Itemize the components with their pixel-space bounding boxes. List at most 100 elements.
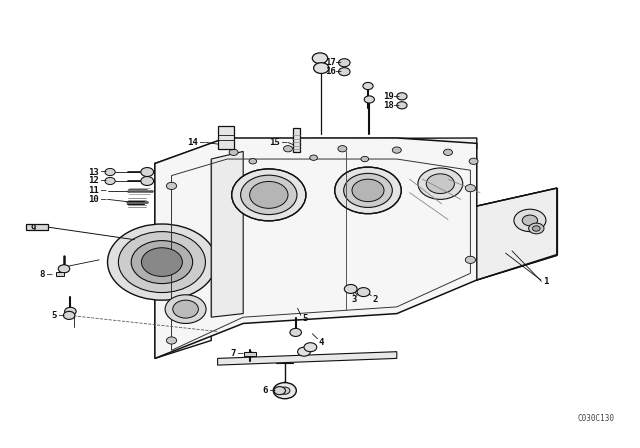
Circle shape <box>141 177 154 185</box>
Circle shape <box>314 63 329 73</box>
Circle shape <box>118 232 205 293</box>
Text: 17: 17 <box>325 58 336 67</box>
Text: 5: 5 <box>51 311 56 320</box>
Circle shape <box>357 288 370 297</box>
Polygon shape <box>477 188 557 280</box>
Circle shape <box>166 182 177 190</box>
Polygon shape <box>155 138 557 358</box>
Text: 1: 1 <box>543 277 548 286</box>
Circle shape <box>361 156 369 162</box>
Bar <box>26 224 48 230</box>
Text: —: — <box>282 138 287 147</box>
Text: 16: 16 <box>325 67 336 76</box>
Circle shape <box>338 146 347 152</box>
Circle shape <box>344 173 392 207</box>
Circle shape <box>65 307 76 315</box>
Circle shape <box>232 169 306 221</box>
Circle shape <box>444 149 452 155</box>
Circle shape <box>273 383 296 399</box>
Circle shape <box>298 347 310 356</box>
Polygon shape <box>155 138 477 174</box>
Bar <box>56 272 64 276</box>
Text: 3: 3 <box>352 295 357 304</box>
Polygon shape <box>218 352 397 365</box>
Text: 18: 18 <box>383 101 394 110</box>
Circle shape <box>304 343 317 352</box>
Text: 5: 5 <box>302 314 307 323</box>
Circle shape <box>426 174 454 194</box>
Text: —: — <box>270 386 275 395</box>
Bar <box>293 128 300 152</box>
Circle shape <box>397 93 407 100</box>
Polygon shape <box>211 151 243 317</box>
Circle shape <box>312 53 328 64</box>
Circle shape <box>352 179 384 202</box>
Circle shape <box>105 168 115 176</box>
Text: 11: 11 <box>88 186 99 195</box>
Text: —: — <box>394 92 399 101</box>
Text: —: — <box>238 349 243 358</box>
Text: 4: 4 <box>319 338 324 347</box>
Text: 15: 15 <box>269 138 280 147</box>
Circle shape <box>335 167 401 214</box>
Bar <box>244 177 292 213</box>
Circle shape <box>465 185 476 192</box>
Circle shape <box>465 256 476 263</box>
Circle shape <box>529 223 544 234</box>
Circle shape <box>274 387 285 395</box>
Text: 2: 2 <box>372 295 378 304</box>
Text: 19: 19 <box>383 92 394 101</box>
Bar <box>244 352 256 356</box>
Circle shape <box>166 337 177 344</box>
Text: —: — <box>101 168 106 177</box>
Text: 12: 12 <box>88 177 99 185</box>
Circle shape <box>418 168 463 199</box>
Text: C030C130: C030C130 <box>577 414 614 423</box>
Circle shape <box>363 82 373 90</box>
Text: —: — <box>47 270 52 279</box>
Circle shape <box>514 209 546 232</box>
Circle shape <box>339 68 350 76</box>
Polygon shape <box>155 148 211 358</box>
Text: 8: 8 <box>40 270 45 279</box>
Circle shape <box>173 300 198 318</box>
Circle shape <box>250 181 288 208</box>
Circle shape <box>284 146 292 152</box>
Circle shape <box>532 226 540 231</box>
Text: 13: 13 <box>88 168 99 177</box>
Circle shape <box>131 241 193 284</box>
Text: —: — <box>336 67 341 76</box>
Circle shape <box>364 96 374 103</box>
Circle shape <box>280 387 290 394</box>
Circle shape <box>105 177 115 185</box>
Circle shape <box>58 265 70 273</box>
Circle shape <box>241 175 297 215</box>
Circle shape <box>141 168 154 177</box>
Text: —: — <box>101 195 106 204</box>
Bar <box>346 174 389 207</box>
Circle shape <box>469 158 478 164</box>
Circle shape <box>63 311 75 319</box>
Text: —: — <box>59 311 64 320</box>
Circle shape <box>344 284 357 293</box>
Text: —: — <box>200 138 205 147</box>
Text: 7: 7 <box>230 349 236 358</box>
Circle shape <box>397 102 407 109</box>
Circle shape <box>290 328 301 336</box>
Text: —: — <box>101 177 106 185</box>
Text: 6: 6 <box>262 386 268 395</box>
Text: 10: 10 <box>88 195 99 204</box>
Circle shape <box>229 149 238 155</box>
Bar <box>218 126 234 149</box>
Circle shape <box>141 248 182 276</box>
Text: 14: 14 <box>187 138 198 147</box>
Circle shape <box>522 215 538 226</box>
Text: —: — <box>394 101 399 110</box>
Circle shape <box>249 159 257 164</box>
Circle shape <box>108 224 216 300</box>
Text: —: — <box>336 58 341 67</box>
Text: —: — <box>101 186 106 195</box>
Circle shape <box>310 155 317 160</box>
Circle shape <box>392 147 401 153</box>
Circle shape <box>339 59 350 67</box>
